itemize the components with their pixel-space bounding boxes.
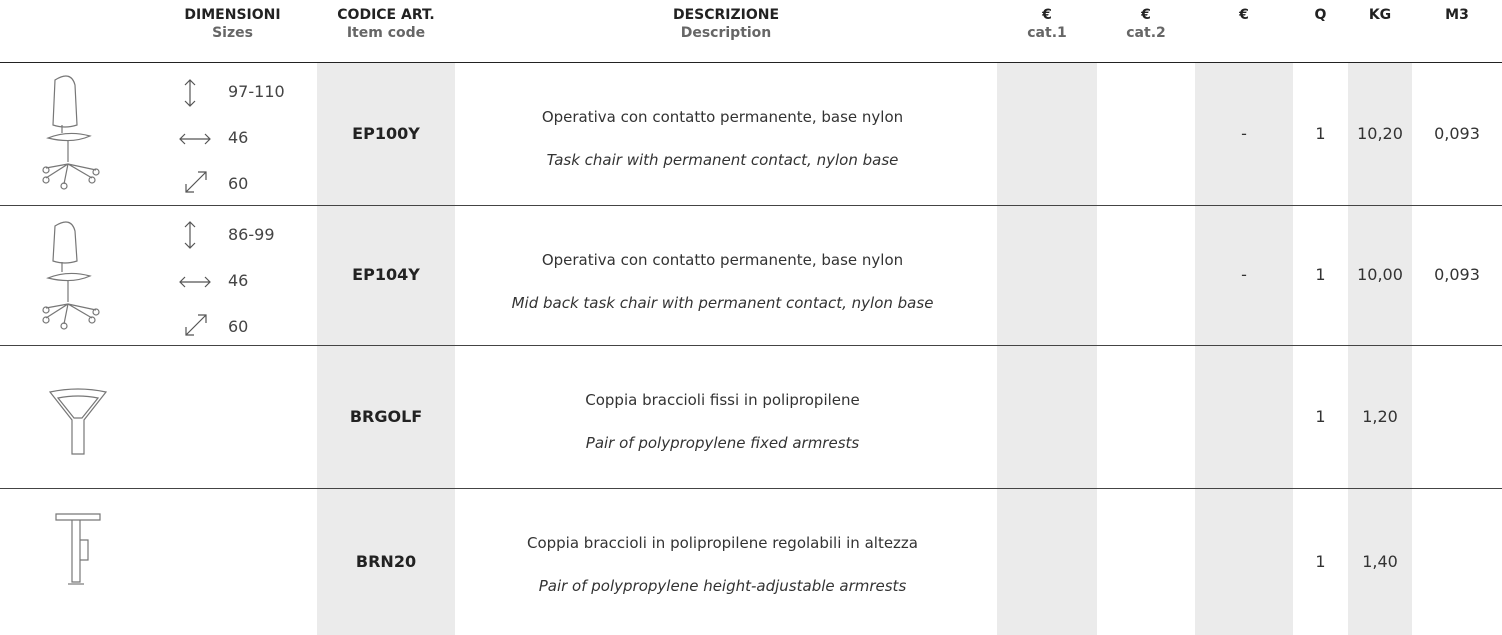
header-subtitle: cat.1	[1027, 25, 1067, 41]
description-en: Mid back task chair with permanent conta…	[511, 294, 934, 312]
price: -	[1241, 123, 1247, 143]
item-code: EP104Y	[352, 265, 420, 284]
weight: 10,00	[1357, 265, 1403, 284]
item-code: BRN20	[355, 551, 417, 571]
weight: 1,40	[1362, 551, 1398, 571]
description: Operativa con contatto permanente, base …	[470, 108, 975, 170]
header-title: CODICE ART.	[337, 7, 435, 23]
header-cell: Q	[1293, 6, 1348, 24]
dimension-icons	[179, 79, 211, 336]
dimension-depth: 60	[228, 317, 249, 336]
description-en: Task chair with permanent contact, nylon…	[546, 151, 899, 169]
dimension-width: 46	[228, 271, 249, 290]
header-subtitle: Sizes	[212, 25, 253, 41]
volume: 0,093	[1434, 265, 1480, 284]
column-shade	[1348, 62, 1412, 635]
header-title: DIMENSIONI	[184, 7, 281, 23]
header-cell: DIMENSIONI Sizes	[165, 6, 300, 42]
header-cell: €	[1195, 6, 1293, 24]
description: Coppia braccioli fissi in polipropilene P…	[470, 391, 975, 453]
header-cell: KG	[1348, 6, 1412, 24]
price: -	[1241, 265, 1247, 284]
item-code: EP100Y	[352, 123, 420, 143]
weight: 10,20	[1357, 123, 1403, 143]
header-title: €	[1239, 7, 1249, 23]
header-subtitle: cat.2	[1126, 25, 1166, 41]
item-code: BRGOLF	[349, 406, 423, 426]
dimension-depth: 60	[228, 174, 249, 193]
quantity: 1	[1315, 123, 1326, 143]
description-en: Pair of polypropylene height-adjustable …	[538, 577, 907, 595]
header-cell: € cat.2	[1097, 6, 1195, 42]
description-it: Operativa con contatto permanente, base …	[541, 251, 904, 269]
description: Operativa con contatto permanente, base …	[470, 251, 975, 313]
description-it: Coppia braccioli in polipropilene regola…	[526, 534, 918, 552]
chair-image	[42, 75, 100, 190]
row-rule	[0, 205, 1502, 206]
volume: 0,093	[1434, 123, 1480, 143]
row-rule	[0, 345, 1502, 346]
header-subtitle: Item code	[346, 25, 426, 41]
dimension-width: 46	[228, 128, 249, 147]
weight: 1,20	[1362, 406, 1398, 426]
dimension-height: 97-110	[228, 82, 285, 101]
column-shade	[1195, 62, 1293, 635]
header-cell: M3	[1412, 6, 1502, 24]
dimension-height: 86-99	[228, 225, 275, 244]
quantity: 1	[1315, 551, 1326, 571]
quantity: 1	[1315, 406, 1326, 426]
description-it: Coppia braccioli fissi in polipropilene	[585, 391, 860, 409]
header-cell: DESCRIZIONE Description	[455, 6, 997, 42]
quantity: 1	[1315, 265, 1326, 284]
armrest-image	[55, 513, 101, 585]
row-rule	[0, 488, 1502, 489]
header-title: KG	[1368, 7, 1392, 23]
header-cell: CODICE ART. Item code	[317, 6, 455, 42]
description: Coppia braccioli in polipropilene regola…	[470, 534, 975, 596]
header-title: €	[1141, 7, 1151, 23]
chair-image	[42, 221, 100, 330]
column-shade	[997, 62, 1097, 635]
header-cell: € cat.1	[997, 6, 1097, 42]
column-shade	[317, 62, 455, 635]
header-subtitle: Description	[680, 25, 772, 41]
description-it: Operativa con contatto permanente, base …	[541, 108, 904, 126]
description-en: Pair of polypropylene fixed armrests	[585, 434, 860, 452]
header-rule	[0, 62, 1502, 63]
header-title: DESCRIZIONE	[672, 7, 780, 23]
armrest-image	[48, 388, 108, 455]
header-title: M3	[1445, 7, 1469, 23]
header-title: €	[1042, 7, 1052, 23]
header-title: Q	[1314, 7, 1327, 23]
